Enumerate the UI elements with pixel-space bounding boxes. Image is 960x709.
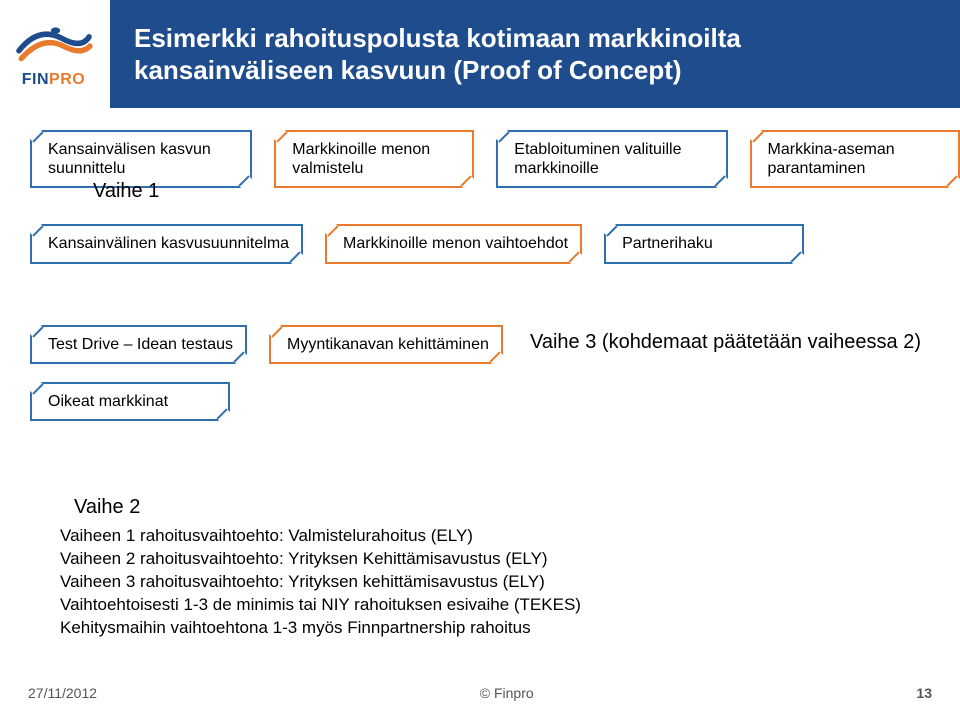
funding-line-5: Kehitysmaihin vaihtoehtona 1-3 myös Finn… <box>60 617 920 640</box>
slide-footer: 27/11/2012 © Finpro 13 <box>28 685 932 701</box>
footer-copyright: © Finpro <box>480 685 534 701</box>
box-valmistelu: Markkinoille menon valmistelu <box>274 130 474 188</box>
slide-title: Esimerkki rahoituspolusta kotimaan markk… <box>134 22 940 87</box>
phase-1-label: Vaihe 1 <box>93 180 159 203</box>
box-test-drive: Test Drive – Idean testaus <box>30 325 247 364</box>
funding-line-1: Vaiheen 1 rahoitusvaihtoehto: Valmistelu… <box>60 525 920 548</box>
logo-swoosh-icon <box>15 19 93 67</box>
brand-logo: FINPRO <box>6 6 101 101</box>
row-2: Kansainvälinen kasvusuunnitelma Markkino… <box>30 224 960 263</box>
box-myyntikanava: Myyntikanavan kehittäminen <box>269 325 503 364</box>
funding-line-3: Vaiheen 3 rahoitusvaihtoehto: Yrityksen … <box>60 571 920 594</box>
box-oikeat-markkinat: Oikeat markkinat <box>30 382 230 421</box>
funding-line-2: Vaiheen 2 rahoitusvaihtoehto: Yrityksen … <box>60 548 920 571</box>
phase-2-label: Vaihe 2 <box>74 496 920 519</box>
funding-line-4: Vaihtoehtoisesti 1-3 de minimis tai NIY … <box>60 594 920 617</box>
slide-content: Kansainvälisen kasvun suunnittelu Markki… <box>0 130 960 669</box>
funding-options-text: Vaiheen 1 rahoitusvaihtoehto: Valmistelu… <box>60 525 920 640</box>
row-4: Oikeat markkinat <box>30 382 503 421</box>
footer-page: 13 <box>916 685 932 701</box>
box-partnerihaku: Partnerihaku <box>604 224 804 263</box>
box-parantaminen: Markkina-aseman parantaminen <box>750 130 960 188</box>
bottom-group: Vaihe 2 Vaiheen 1 rahoitusvaihtoehto: Va… <box>60 490 920 640</box>
top-group: Kansainvälisen kasvun suunnittelu Markki… <box>30 130 960 264</box>
row-3: Test Drive – Idean testaus Myyntikanavan… <box>30 325 503 364</box>
box-etabloituminen: Etabloituminen valituille markkinoille <box>496 130 727 188</box>
row-1: Kansainvälisen kasvun suunnittelu Markki… <box>30 130 960 188</box>
logo-text: FINPRO <box>22 71 85 89</box>
slide-header: Esimerkki rahoituspolusta kotimaan markk… <box>110 0 960 108</box>
box-vaihtoehdot: Markkinoille menon vaihtoehdot <box>325 224 582 263</box>
footer-date: 27/11/2012 <box>28 685 97 701</box>
middle-group: Test Drive – Idean testaus Myyntikanavan… <box>30 325 503 421</box>
phase-3-label: Vaihe 3 (kohdemaat päätetään vaiheessa 2… <box>530 330 921 355</box>
box-kasvusuunnitelma: Kansainvälinen kasvusuunnitelma <box>30 224 303 263</box>
